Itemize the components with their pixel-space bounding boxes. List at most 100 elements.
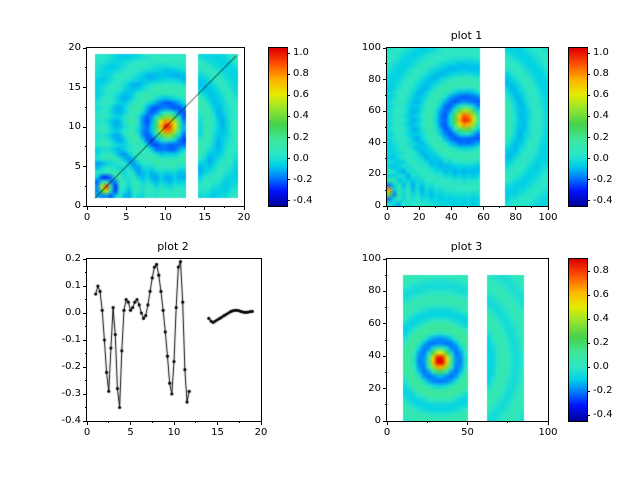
y-tick	[383, 355, 387, 357]
plot1-title: plot 1	[450, 29, 483, 42]
colorbar-tick-label: -0.2	[293, 173, 313, 185]
y-tick-label: 40	[368, 350, 381, 362]
colorbar-tick-label: 0.4	[593, 313, 609, 324]
colorbar-tick	[287, 158, 290, 160]
colorbar-tick-label: -0.4	[593, 409, 613, 420]
colorbar-tick	[287, 52, 290, 54]
y-tick-label: 10	[68, 121, 81, 132]
x-tick-label: 5	[127, 427, 134, 438]
x-minor-tick	[151, 421, 153, 423]
colorbar-tick	[587, 115, 590, 117]
colorbar-tick-label: 0.4	[593, 110, 609, 122]
x-tick	[173, 421, 175, 425]
colorbar-tick-label: 1.0	[293, 47, 309, 59]
y-tick	[383, 388, 387, 390]
colorbar-tick-label: 1.0	[593, 47, 609, 59]
x-minor-tick	[223, 206, 225, 208]
x-tick-label: 10	[167, 427, 181, 438]
x-tick	[243, 206, 245, 210]
y-tick-label: 0	[374, 200, 381, 211]
y-tick	[383, 110, 387, 112]
colorbar-tick-label: 0.2	[293, 131, 309, 143]
colorbar-tick-label: 0.6	[293, 89, 309, 101]
y-tick	[383, 420, 387, 422]
y-tick	[83, 258, 87, 260]
y-tick	[83, 339, 87, 341]
x-tick	[483, 206, 485, 210]
heatmap-canvas-plot3	[387, 259, 548, 421]
colorbar-gradient-top-left	[269, 48, 287, 206]
colorbar-tick-label: -0.4	[293, 194, 313, 206]
x-tick	[130, 421, 131, 425]
y-tick-label: 80	[368, 73, 381, 85]
colorbar-tick-label: 0.0	[593, 152, 609, 164]
x-minor-tick	[238, 421, 240, 423]
colorbar-tick-label: 0.6	[593, 89, 609, 101]
subplot-plot3-heatmap: 0 50 100 0 20 40 60 80 100	[362, 253, 558, 438]
x-tick	[204, 206, 206, 210]
colorbar-tick	[587, 73, 590, 75]
y-tick-label: 80	[368, 285, 381, 297]
colorbar-tick	[587, 94, 590, 96]
x-tick-label: 15	[211, 427, 224, 438]
x-tick	[125, 206, 127, 210]
colorbar-tick	[287, 94, 290, 96]
y-tick	[383, 142, 387, 144]
x-tick-label: 80	[509, 212, 523, 223]
colorbar-tick-label: 0.4	[293, 110, 309, 122]
x-tick	[515, 206, 517, 210]
x-tick	[86, 206, 88, 210]
colorbar-tick-label: 0.6	[593, 289, 609, 300]
y-tick	[83, 166, 87, 167]
colorbar-tick	[587, 200, 590, 202]
y-tick-label: 15	[68, 81, 81, 93]
y-tick-label: 20	[368, 382, 381, 394]
plot2-title: plot 2	[157, 240, 189, 253]
colorbar-tick	[587, 137, 590, 139]
x-minor-tick	[507, 421, 509, 423]
y-minor-tick	[85, 272, 87, 273]
y-tick	[383, 79, 387, 81]
x-tick	[86, 421, 88, 425]
x-minor-tick	[106, 206, 108, 208]
y-tick	[83, 366, 87, 368]
y-tick-label: -0.2	[61, 361, 81, 372]
x-minor-tick	[402, 206, 404, 208]
lineplot-canvas-plot2	[87, 259, 261, 421]
colorbar-gradient-plot3	[569, 259, 587, 421]
y-tick-label: 0.0	[65, 307, 81, 318]
colorbar-tick	[587, 318, 590, 320]
y-tick	[383, 173, 387, 175]
heatmap-canvas-top-left	[87, 48, 244, 206]
x-tick-label: 20	[254, 427, 268, 438]
colorbar-plot1: 1.0 0.8 0.6 0.4 0.2 0.0 -0.2 -0.4	[568, 47, 613, 207]
subplot-plot2-lineplot: 0 5 10 15 20 -0.4 -0.3 -0.2 -0.1 0.0 0.1 0.2	[61, 253, 267, 438]
y-tick	[383, 205, 387, 207]
colorbar-tick	[587, 158, 590, 160]
y-tick-label: 0.1	[65, 280, 81, 291]
y-minor-tick	[385, 189, 387, 191]
y-minor-tick	[385, 339, 387, 341]
colorbar-tick-label: -0.2	[593, 173, 613, 185]
colorbar-plot3: 0.8 0.6 0.4 0.2 0.0 -0.2 -0.4	[568, 258, 613, 422]
colorbar-tick	[587, 294, 590, 296]
y-minor-tick	[85, 353, 87, 354]
y-tick	[83, 47, 87, 49]
plot3-title: plot 3	[450, 240, 483, 253]
y-tick	[383, 290, 387, 292]
y-minor-tick	[385, 126, 387, 128]
y-tick	[83, 205, 87, 207]
y-minor-tick	[85, 146, 87, 148]
y-tick-label: -0.3	[61, 388, 81, 399]
y-tick-label: 20	[68, 42, 81, 53]
y-tick	[83, 87, 87, 88]
colorbar-tick-label: 0.8	[593, 265, 609, 276]
colorbar-tick-label: 0.0	[293, 152, 309, 164]
colorbar-tick	[287, 179, 290, 181]
x-tick	[165, 206, 166, 210]
y-minor-tick	[85, 299, 87, 300]
x-tick-label: 40	[445, 212, 458, 223]
y-tick-label: 60	[368, 105, 381, 117]
x-tick-label: 15	[198, 212, 212, 223]
x-tick-label: 100	[538, 427, 558, 438]
